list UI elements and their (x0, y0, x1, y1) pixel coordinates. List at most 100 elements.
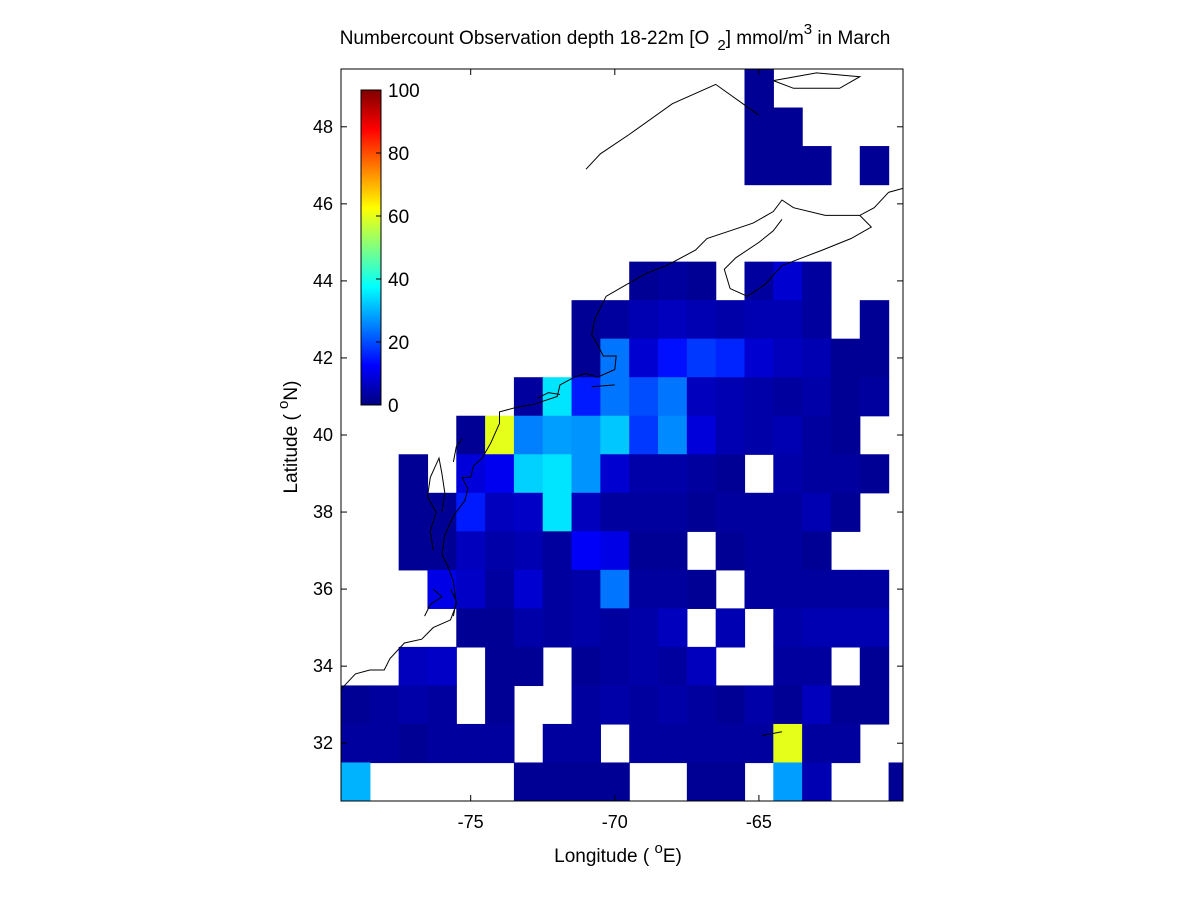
heatmap-cell (658, 531, 688, 571)
heatmap-cell (773, 801, 802, 840)
heatmap-cell (513, 531, 544, 571)
heatmap-cell (802, 608, 832, 648)
heatmap-cell (600, 531, 630, 571)
heatmap-cell (802, 415, 832, 455)
heatmap-cell (312, 801, 341, 840)
heatmap-cell (773, 338, 803, 378)
heatmap-cell (715, 377, 746, 417)
y-tick-label: 36 (313, 579, 333, 599)
heatmap-cell (485, 646, 515, 687)
heatmap-cell (802, 454, 832, 494)
heatmap-cell (744, 685, 774, 725)
coastline-segment (729, 215, 873, 297)
heatmap-cell (513, 492, 544, 532)
heatmap-cell (600, 646, 630, 687)
plot-area: -75 -70 -65 32 34 36 38 40 42 44 46 48 (312, 68, 904, 840)
heatmap-cell (830, 338, 861, 378)
heatmap-cell (744, 69, 774, 109)
heatmap-cell (715, 338, 746, 378)
heatmap-cell (859, 300, 890, 340)
heatmap-cell (600, 762, 630, 801)
heatmap-cell (773, 685, 803, 725)
heatmap-cell (744, 261, 774, 301)
y-tick-label: 48 (313, 117, 333, 137)
heatmap-cell (485, 569, 515, 609)
heatmap-cell (542, 454, 573, 494)
heatmap-cell (485, 723, 515, 764)
heatmap-cell (456, 608, 486, 648)
heatmap-cell (571, 454, 601, 494)
heatmap-cell (658, 492, 688, 532)
heatmap-cell (542, 723, 573, 764)
coastline-lines (341, 72, 903, 736)
heatmap-cell (571, 685, 601, 725)
heatmap-cell (658, 608, 688, 648)
heatmap-cell (802, 300, 832, 340)
heatmap-cell (398, 531, 429, 571)
coastline-segment (723, 218, 783, 289)
heatmap-cell (571, 377, 601, 417)
heatmap-cell (399, 801, 428, 840)
heatmap-cell (456, 415, 486, 455)
x-axis-label: Longitude ( oE) (554, 840, 682, 867)
heatmap-cell (658, 338, 688, 378)
heatmap-cell (485, 608, 515, 648)
heatmap-cell (658, 646, 688, 687)
heatmap-cell (686, 685, 717, 725)
heatmap-cell (341, 685, 371, 725)
heatmap-cell (744, 377, 774, 417)
y-tick-label: 42 (313, 348, 333, 368)
heatmap-cell (773, 646, 803, 687)
heatmap-cell (341, 762, 342, 801)
heatmap-cell (715, 685, 746, 725)
heatmap-cell (456, 569, 486, 609)
heatmap-cell (715, 723, 746, 764)
heatmap-cell (658, 300, 688, 340)
heatmap-cell (830, 377, 861, 417)
heatmap-cell (744, 107, 774, 147)
heatmap-cell (456, 454, 486, 494)
heatmap-cell (744, 492, 774, 532)
coastline-segment (761, 731, 783, 736)
heatmap-cell (773, 300, 803, 340)
y-tick-label: 34 (313, 656, 333, 676)
heatmap-cell (686, 454, 717, 494)
heatmap-cell (686, 646, 717, 687)
heatmap-cell (715, 454, 746, 494)
coastline-segment (591, 384, 615, 388)
heatmap-cell (802, 646, 832, 687)
heatmap-cell (859, 146, 890, 186)
heatmap-cell (744, 569, 774, 609)
heatmap-cell (600, 608, 630, 648)
colorbar-tick-label: 80 (388, 144, 409, 165)
coastline-segment (424, 588, 443, 617)
heatmap-cell (629, 338, 659, 378)
x-axis: -75 -70 -65 (458, 69, 772, 832)
heatmap-cell (859, 608, 890, 648)
heatmap-cell (859, 569, 890, 609)
heatmap-cell (658, 685, 688, 725)
heatmap-cell (600, 492, 630, 532)
x-tick-label: -70 (602, 812, 628, 832)
heatmap-cell (716, 801, 745, 840)
colorbar-tick-label: 0 (388, 396, 399, 417)
heatmap-cell (859, 377, 890, 417)
heatmap-cell (542, 762, 573, 801)
heatmap-cell (830, 569, 861, 609)
y-tick-label: 44 (313, 271, 333, 291)
heatmap-cell (542, 492, 573, 532)
colorbar-gradient (360, 89, 382, 406)
heatmap-cell (341, 801, 370, 840)
heatmap-cells (312, 69, 903, 840)
heatmap-cell (773, 261, 803, 301)
heatmap-cell (686, 261, 717, 301)
heatmap-cell (859, 454, 890, 494)
coastline-segment (452, 438, 463, 463)
heatmap-cell (830, 454, 861, 494)
heatmap-cell (715, 415, 746, 455)
heatmap-cell (715, 531, 746, 571)
heatmap-cell (773, 454, 803, 494)
heatmap-cell (629, 608, 659, 648)
heatmap-cell (629, 300, 659, 340)
coastline-segment (585, 83, 760, 170)
